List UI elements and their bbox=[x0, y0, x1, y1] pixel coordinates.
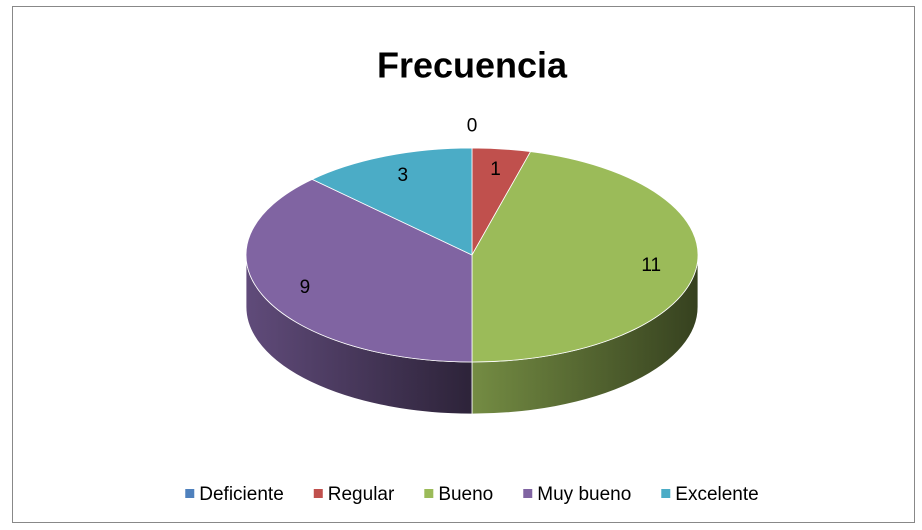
legend-label: Bueno bbox=[438, 484, 493, 505]
data-label: 1 bbox=[490, 159, 501, 180]
data-label: 3 bbox=[398, 165, 409, 186]
legend-marker bbox=[313, 489, 323, 498]
slice bbox=[311, 147, 473, 256]
legend-label: Deficiente bbox=[199, 484, 284, 505]
legend-label: Regular bbox=[328, 484, 395, 505]
slice bbox=[471, 151, 699, 363]
slice bbox=[245, 178, 473, 363]
data-label: 9 bbox=[300, 277, 311, 298]
chart-title: Frecuencia bbox=[377, 45, 568, 86]
legend-marker bbox=[661, 489, 671, 498]
data-label: 0 bbox=[467, 116, 478, 137]
legend-label: Muy bueno bbox=[537, 484, 631, 505]
legend-marker bbox=[424, 489, 434, 498]
legend-marker bbox=[523, 489, 533, 498]
data-label: 11 bbox=[641, 255, 661, 276]
legend-marker bbox=[185, 489, 195, 498]
legend-label: Excelente bbox=[675, 484, 758, 505]
